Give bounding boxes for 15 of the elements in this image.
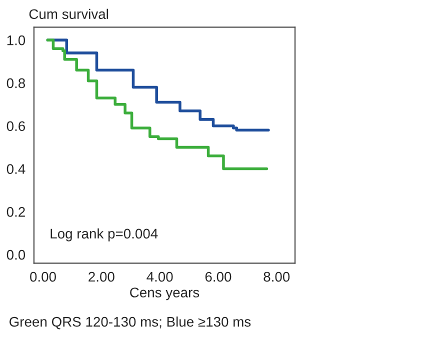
x-tick-label: 4.00 [146,272,173,282]
y-tick-label: 0.6 [6,121,26,132]
text: Green QRS 120-130 ms; Blue ≥130 ms [10,316,251,330]
x-axis-title: Cens years [130,288,200,300]
y-axis-title: Cum survival [29,8,108,20]
y-tick-label: 1.0 [7,35,26,46]
x-tick-label: 2.00 [88,272,114,282]
y-tick-label: 0.0 [6,250,26,260]
annotation: Log rank p=0.004 [50,228,158,242]
y-tick-label: 0.2 [6,207,25,217]
x-tick-label: 8.00 [264,272,290,282]
x-tick-label: 6.00 [205,272,232,282]
y-tick-label: 0.8 [6,78,26,88]
y-tick-label: 0.4 [6,164,26,174]
x-tick-label: 0.00 [30,272,56,282]
